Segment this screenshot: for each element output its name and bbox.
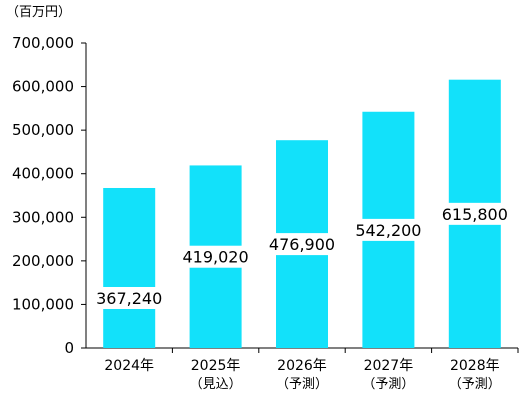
y-tick-label: 500,000 — [12, 121, 74, 139]
y-tick-label: 400,000 — [12, 165, 74, 183]
value-label: 419,020 — [183, 248, 249, 267]
value-label: 367,240 — [96, 289, 162, 308]
value-label: 476,900 — [269, 235, 335, 254]
x-tick-note: （予測） — [276, 377, 328, 392]
y-tick-label: 600,000 — [12, 78, 74, 96]
x-tick-label: 2025年 — [191, 358, 241, 374]
x-tick-label: 2028年 — [450, 358, 500, 374]
x-tick-note: （予測） — [449, 377, 501, 392]
value-label: 542,200 — [355, 221, 421, 240]
x-tick-label: 2027年 — [364, 358, 414, 374]
value-label-box — [266, 233, 338, 256]
value-label-box — [438, 202, 511, 225]
x-tick-note: （予測） — [362, 377, 414, 392]
value-label: 615,800 — [442, 205, 508, 224]
unit-label: （百万円） — [6, 5, 72, 20]
value-label-box — [93, 286, 166, 309]
value-label-box — [352, 218, 425, 241]
y-tick-label: 300,000 — [12, 208, 74, 226]
x-tick-note: （見込） — [190, 377, 242, 392]
y-tick-label: 100,000 — [12, 295, 74, 313]
y-tick-label: 700,000 — [12, 34, 74, 52]
y-tick-label: 0 — [64, 339, 74, 357]
x-tick-label: 2024年 — [104, 358, 154, 374]
y-tick-label: 200,000 — [12, 252, 74, 270]
bar — [103, 187, 156, 348]
value-label-box — [179, 245, 252, 268]
x-tick-label: 2026年 — [277, 358, 327, 374]
